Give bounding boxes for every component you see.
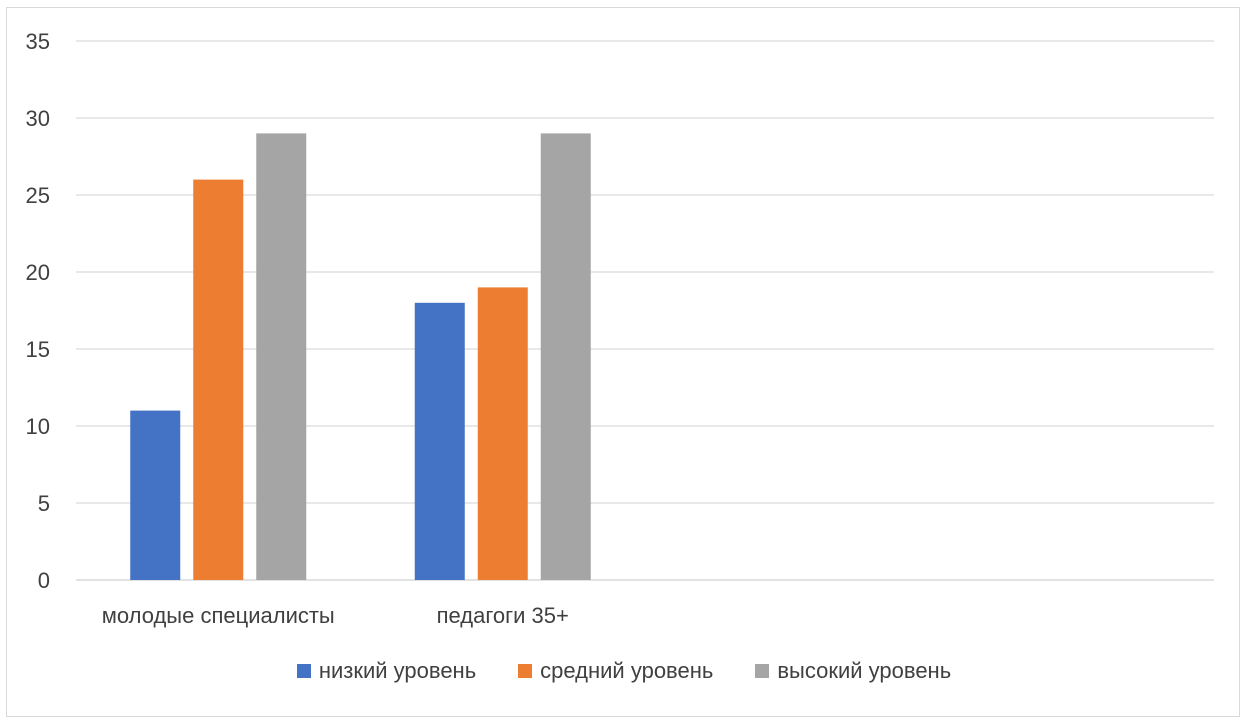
legend-label: высокий уровень [777,658,952,683]
legend-swatch [755,664,770,678]
x-axis-ticks: молодые специалисты педагоги 35+ [102,603,569,628]
y-tick-label: 30 [26,106,50,131]
y-tick-label: 10 [26,414,50,439]
y-tick-label: 35 [26,29,50,54]
y-tick-label: 15 [26,337,50,362]
bar-low [414,302,465,580]
x-tick-label: молодые специалисты [102,603,335,628]
legend-label: низкий уровень [318,658,477,683]
y-tick-label: 25 [26,183,50,208]
legend-swatch [518,664,533,678]
legend-label: средний уровень [540,658,714,683]
bar-low [130,410,181,580]
y-tick-label: 0 [38,568,50,593]
bar-high [256,133,307,580]
legend-swatch [296,664,311,678]
bar-high [540,133,591,580]
y-tick-label: 5 [38,491,50,516]
bars [130,133,591,580]
x-tick-label: педагоги 35+ [437,603,569,628]
bar-medium [193,179,244,580]
bar-medium [477,287,528,580]
y-axis-ticks: 0 5 10 15 20 25 30 35 [26,29,50,593]
legend-item: высокий уровень [755,658,951,684]
legend-item: средний уровень [518,658,713,684]
gridlines [76,40,1214,581]
legend: низкий уровень средний уровень высокий уро… [0,658,1248,684]
legend-item: низкий уровень [296,658,477,684]
y-tick-label: 20 [26,260,50,285]
